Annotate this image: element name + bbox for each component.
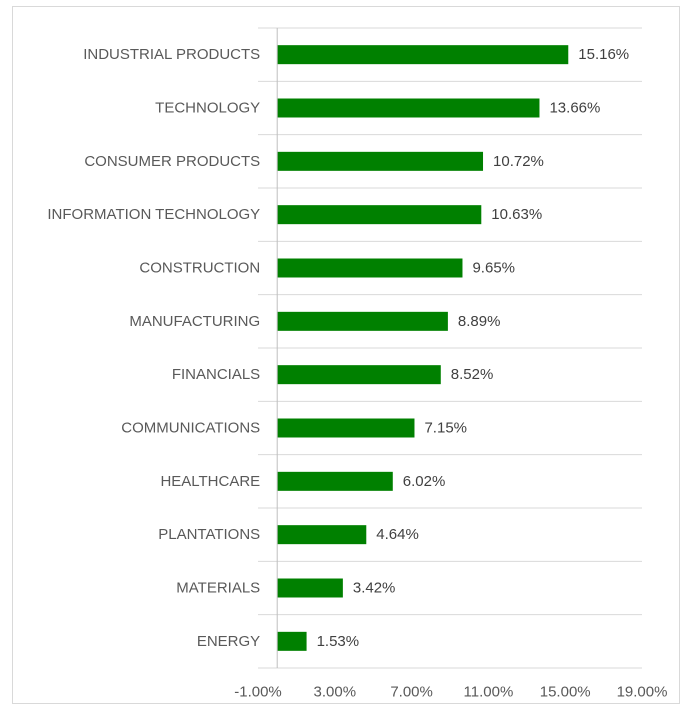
x-tick-label: -1.00%: [234, 684, 282, 701]
bar-manufacturing: [277, 312, 448, 331]
category-labels: INDUSTRIAL PRODUCTS TECHNOLOGY CONSUMER PR…: [47, 46, 260, 650]
bar-construction: [277, 259, 462, 278]
category-label: MATERIALS: [176, 580, 260, 597]
data-label: 1.53%: [317, 633, 360, 650]
category-label: CONSUMER PRODUCTS: [84, 153, 260, 170]
category-label: HEALTHCARE: [160, 473, 260, 490]
bar-plantations: [277, 525, 366, 544]
category-label: ENERGY: [197, 633, 260, 650]
bar-information-technology: [277, 205, 481, 224]
data-label: 4.64%: [376, 526, 419, 543]
data-label: 10.63%: [491, 206, 542, 223]
data-label: 13.66%: [549, 100, 600, 117]
category-label: MANUFACTURING: [129, 313, 260, 330]
data-label: 9.65%: [472, 260, 515, 277]
data-label: 8.52%: [451, 366, 494, 383]
gridlines: [258, 28, 642, 668]
bar-financials: [277, 365, 441, 384]
bar-technology: [277, 99, 539, 118]
x-tick-label: 15.00%: [540, 684, 591, 701]
bar-industrial-products: [277, 45, 568, 64]
category-label: INDUSTRIAL PRODUCTS: [83, 46, 260, 63]
x-axis-tick-labels: -1.00% 3.00% 7.00% 11.00% 15.00% 19.00%: [234, 684, 667, 701]
category-label: INFORMATION TECHNOLOGY: [47, 206, 260, 223]
data-label: 10.72%: [493, 153, 544, 170]
x-tick-label: 3.00%: [314, 684, 357, 701]
data-label: 3.42%: [353, 580, 396, 597]
bar-materials: [277, 579, 343, 598]
x-tick-label: 11.00%: [464, 684, 514, 701]
data-label: 7.15%: [424, 420, 467, 437]
category-label: COMMUNICATIONS: [121, 420, 260, 437]
category-label: CONSTRUCTION: [139, 260, 260, 277]
x-tick-label: 19.00%: [617, 684, 668, 701]
bar-healthcare: [277, 472, 393, 491]
bar-communications: [277, 419, 414, 438]
category-label: TECHNOLOGY: [155, 100, 260, 117]
category-label: PLANTATIONS: [158, 526, 260, 543]
data-label: 6.02%: [403, 473, 446, 490]
data-label: 8.89%: [458, 313, 501, 330]
x-tick-label: 7.00%: [390, 684, 433, 701]
data-label: 15.16%: [578, 46, 629, 63]
bar-energy: [277, 632, 306, 651]
bar-consumer-products: [277, 152, 483, 171]
category-label: FINANCIALS: [172, 366, 260, 383]
